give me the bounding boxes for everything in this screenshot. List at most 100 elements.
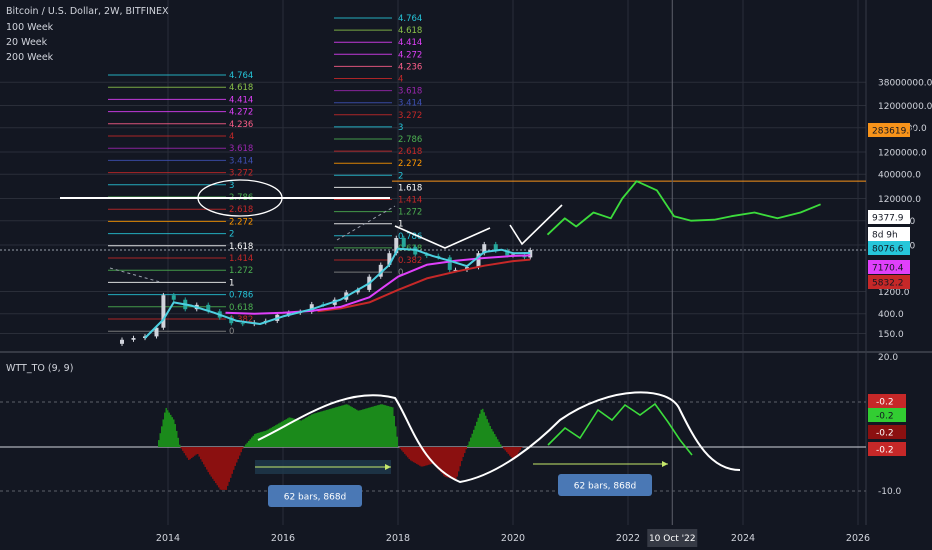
osc-histogram-bar [246,442,248,447]
osc-histogram-bar [281,421,283,447]
osc-histogram-bar [471,433,473,447]
fib-level-label: 2.272 [398,159,422,169]
price-bar [355,289,360,293]
osc-histogram-bar [456,447,458,477]
osc-histogram-bar [189,447,191,460]
osc-histogram-bar [198,447,200,457]
osc-histogram-bar [462,447,464,457]
osc-histogram-bar [306,417,308,447]
osc-histogram-bar [450,447,452,479]
osc-histogram-bar [389,406,391,447]
osc-histogram-bar [161,426,163,447]
osc-histogram-bar [519,447,521,451]
osc-histogram-bar [359,410,361,447]
price-tag-label: 7170.4 [872,264,904,274]
osc-histogram-bar [366,408,368,447]
osc-histogram-bar [392,407,394,447]
osc-histogram-bar [248,440,250,447]
osc-histogram-bar [266,430,268,447]
osc-histogram-bar [399,447,401,449]
osc-histogram-bar [179,444,181,447]
osc-histogram-bar [368,407,370,447]
osc-histogram-bar [437,447,439,469]
osc-histogram-bar [335,407,337,447]
osc-histogram-bar [254,434,256,447]
bars-annotation-box[interactable] [268,485,362,507]
osc-histogram-bar [341,405,343,447]
osc-histogram-bar [384,405,386,447]
osc-histogram-bar [245,444,247,447]
fib-level-label: 3.414 [398,99,422,109]
arrow-head-icon [385,464,391,470]
osc-histogram-bar [329,409,331,447]
osc-histogram-bar [252,435,254,447]
osc-histogram-bar [188,447,190,461]
osc-histogram-bar [369,407,371,447]
bars-annotation-box[interactable] [558,474,652,496]
x-tick-label: 2022 [616,533,640,544]
osc-histogram-bar [287,418,289,447]
osc-histogram-bar [233,447,235,470]
osc-histogram-bar [242,447,244,449]
osc-histogram-bar [315,412,317,447]
price-tag-label: 5832.2 [872,279,904,289]
osc-histogram-bar [480,409,482,447]
osc-histogram-bar [491,428,493,447]
osc-histogram-bar [407,447,409,458]
fib-level-label: 0.786 [398,232,422,242]
osc-histogram-bar [507,447,509,454]
oscillator-label[interactable]: WTT_TO (9, 9) [6,363,74,374]
fib-level-label: 3.618 [398,87,422,97]
grid-lines [0,0,932,525]
osc-value-tag-label: -0.2 [876,429,894,439]
osc-histogram-bar [177,437,179,447]
osc-histogram-bar [353,407,355,447]
osc-histogram-bar [378,404,380,447]
osc-histogram-bar [449,447,451,479]
osc-histogram-bar [423,447,425,467]
osc-histogram-bar [455,447,457,480]
crosshair-date-box [647,529,698,547]
osc-histogram-bar [176,430,178,447]
osc-histogram-bar [464,447,466,454]
osc-value-tag-label: -0.2 [876,412,894,422]
osc-histogram-bar [425,447,427,466]
osc-histogram-bar [461,447,463,462]
osc-histogram-bar [356,409,358,447]
osc-histogram-bar [488,422,490,447]
osc-histogram-bar [347,404,349,447]
osc-histogram-bar [411,447,413,462]
price-bar [447,257,452,270]
price-bar [424,254,429,256]
osc-histogram-bar [296,419,298,447]
price-tag-label: 8076.6 [872,245,904,255]
osc-y-tick-label: -10.0 [878,487,902,497]
fib-level-label: 3.618 [229,144,253,154]
osc-histogram-bar [323,410,325,447]
osc-histogram-bar [483,412,485,447]
osc-histogram-bar [375,405,377,447]
x-tick-label: 2020 [501,533,525,544]
osc-histogram-bar [383,404,385,447]
osc-value-tag-background [868,425,906,439]
osc-histogram-bar [267,429,269,447]
osc-histogram-bar [422,447,424,467]
fib-level-label: 2.618 [398,147,422,157]
osc-histogram-bar [326,409,328,447]
y-tick-label: 12000000.0 [878,102,932,112]
osc-histogram-bar [194,447,196,456]
osc-histogram-bar [413,447,415,463]
osc-histogram-bar [516,447,518,455]
osc-histogram-bar [338,406,340,447]
osc-histogram-bar [470,437,472,447]
osc-histogram-bar [272,426,274,447]
osc-histogram-bar [243,446,245,447]
price-bar [120,339,124,344]
osc-histogram-bar [395,426,397,447]
fib-level-label: 4 [229,132,234,142]
osc-histogram-bar [230,447,232,478]
osc-histogram-bar [327,409,329,447]
osc-histogram-bar [234,447,236,466]
fib-level-label: 0.382 [398,256,422,266]
